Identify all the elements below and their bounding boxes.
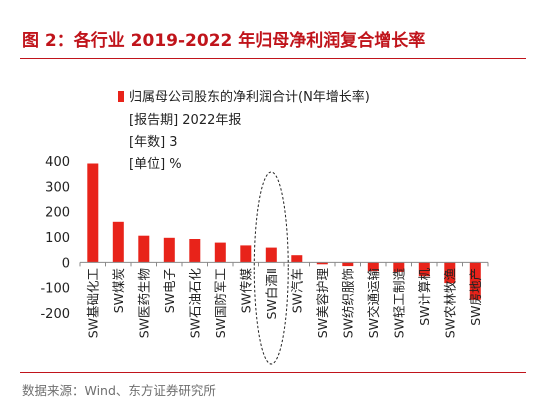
category-label: SW交通运输	[366, 268, 381, 339]
category-label: SW轻工制造	[391, 268, 406, 339]
y-tick-label: 400	[45, 155, 70, 170]
category-label: SW计算机	[417, 268, 432, 326]
legend-note: [年数] 3	[129, 135, 178, 150]
category-label: SW煤炭	[111, 268, 126, 313]
category-label: SW农林牧渔	[442, 268, 457, 338]
bar	[316, 262, 328, 265]
bar	[87, 163, 99, 263]
footer-divider	[20, 372, 526, 373]
bar	[214, 242, 226, 263]
y-tick-label: 0	[62, 256, 70, 271]
bar	[138, 235, 150, 263]
category-label: SW石油石化	[187, 268, 202, 339]
bar	[393, 262, 405, 272]
bar	[367, 262, 379, 272]
legend-note: [单位] %	[129, 157, 182, 172]
category-label: SW电子	[162, 268, 177, 313]
category-label: SW传媒	[238, 268, 253, 314]
bar	[240, 245, 252, 263]
y-tick-label: 100	[45, 231, 70, 246]
bar	[291, 255, 303, 263]
bar	[342, 262, 354, 267]
category-label: SW基础化工	[85, 268, 100, 338]
bar	[163, 237, 175, 263]
bar	[469, 262, 481, 300]
bar	[189, 239, 201, 263]
bar	[112, 221, 124, 263]
legend-note: [报告期] 2022年报	[129, 113, 241, 128]
legend-swatch	[118, 91, 124, 102]
y-tick-label: 300	[45, 180, 70, 195]
category-label: SW医药生物	[136, 268, 151, 338]
data-source-note: 数据来源：Wind、东方证券研究所	[22, 383, 216, 398]
y-tick-label: 200	[45, 206, 70, 221]
y-tick-label: -200	[40, 307, 70, 322]
bar	[265, 247, 277, 263]
category-label: SW白酒Ⅱ	[264, 268, 279, 319]
category-label: SW汽车	[289, 268, 304, 313]
category-label: SW房地产	[468, 268, 483, 326]
chart-title: 图 2：各行业 2019-2022 年归母净利润复合增长率	[22, 31, 426, 51]
bar	[444, 262, 456, 284]
category-label: SW国防军工	[213, 268, 228, 338]
title-divider	[20, 58, 526, 59]
category-label: SW美容护理	[315, 268, 330, 339]
legend-series-name: 归属母公司股东的净利润合计(N年增长率)	[129, 89, 370, 105]
y-tick-label: -100	[40, 282, 70, 297]
category-label: SW纺织服饰	[340, 268, 355, 338]
highlight-ellipse	[253, 171, 289, 365]
bar	[418, 262, 430, 277]
